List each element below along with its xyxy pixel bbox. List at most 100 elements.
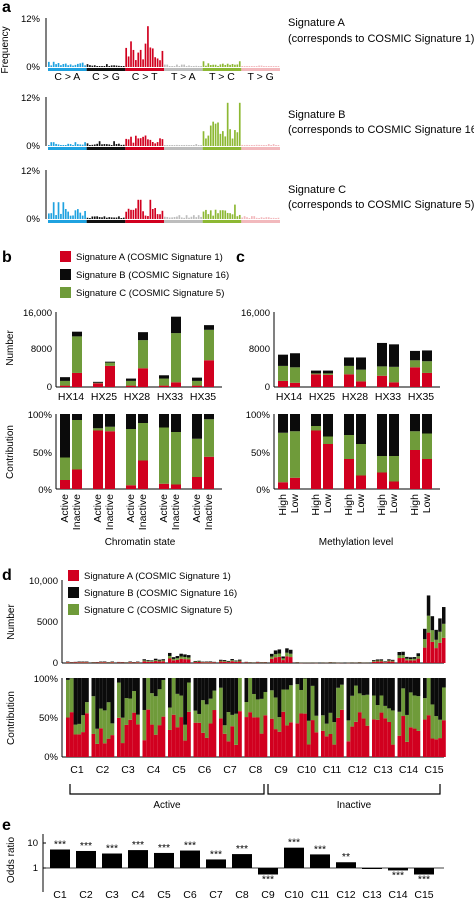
d-contrib-bar-7-4-2 bbox=[259, 678, 264, 699]
d-number-bar-6-3-0 bbox=[230, 661, 234, 663]
d-contrib-bar-6-2-0 bbox=[226, 741, 231, 757]
d-cluster-label-14: C15 bbox=[424, 764, 443, 776]
sig-bar-0-50 bbox=[168, 66, 171, 67]
mutation-strip-4 bbox=[202, 68, 242, 71]
b-number-tick-mid: 8000 bbox=[31, 344, 52, 355]
sig-bar-1-63 bbox=[200, 145, 202, 146]
sig-b-color-strip bbox=[48, 147, 280, 150]
d-contrib-bar-8-4-0 bbox=[285, 725, 289, 757]
d-number-bar-4-0-1 bbox=[168, 655, 172, 659]
d-contrib-bar-7-3-1 bbox=[255, 699, 260, 718]
sig-bar-2-16 bbox=[86, 217, 89, 219]
sig-bar-1-82 bbox=[246, 144, 248, 146]
d-contrib-bar-13-5-2 bbox=[416, 678, 421, 697]
d-contrib-bar-7-2-1 bbox=[252, 693, 256, 718]
d-number-bar-4-0-0 bbox=[168, 658, 172, 663]
d-contrib-bar-5-1-0 bbox=[197, 722, 202, 757]
d-contrib-bar-6-2-2 bbox=[226, 678, 231, 713]
sig-bar-0-35 bbox=[132, 49, 135, 67]
d-number-bar-8-1-0 bbox=[273, 657, 278, 663]
sig-bar-2-89 bbox=[263, 217, 265, 219]
sig-bar-1-77 bbox=[234, 130, 236, 146]
d-contrib-bar-7-2-2 bbox=[252, 678, 256, 694]
sig-bar-1-75 bbox=[229, 129, 231, 146]
sig-bar-2-84 bbox=[251, 216, 253, 219]
d-number-bar-4-3-1 bbox=[179, 656, 183, 659]
sig-bar-2-47 bbox=[161, 210, 164, 219]
c-number-bar-0-s0 bbox=[278, 380, 288, 387]
d-contrib-bar-12-4-0 bbox=[387, 722, 391, 757]
c-contribution-bars bbox=[278, 414, 432, 489]
b-number-bars bbox=[60, 316, 214, 387]
sig-bar-0-27 bbox=[113, 65, 115, 67]
c-number-bar-8-s1 bbox=[410, 360, 420, 368]
d-number-bar-13-5-2 bbox=[416, 653, 420, 657]
d-contrib-bar-2-0-1 bbox=[117, 682, 121, 718]
sig-bar-0-34 bbox=[130, 41, 132, 67]
sig-bar-0-84 bbox=[251, 66, 253, 67]
sig-bar-2-37 bbox=[137, 199, 140, 219]
d-contrib-bar-2-0-2 bbox=[117, 678, 121, 683]
d-contrib-bar-9-0-0 bbox=[295, 723, 300, 757]
sig-bar-2-41 bbox=[147, 216, 149, 219]
d-number-bar-14-4-2 bbox=[438, 618, 442, 632]
d-legend-swatch-sig-b bbox=[68, 587, 79, 598]
sig-bar-2-70 bbox=[217, 213, 219, 219]
e-tick-10: 10 bbox=[27, 838, 38, 849]
d-number-bar-14-3-2 bbox=[434, 629, 438, 640]
d-contrib-bar-10-3-1 bbox=[332, 722, 337, 745]
c-contrib-bar-9-s1 bbox=[422, 433, 432, 459]
b-contrib-tick-min: 0% bbox=[38, 485, 52, 496]
d-legend-swatch-sig-a bbox=[68, 570, 79, 581]
e-bar-7 bbox=[232, 854, 252, 868]
sig-bar-1-39 bbox=[142, 136, 144, 146]
d-contrib-bar-6-4-1 bbox=[234, 713, 238, 745]
sig-bar-2-15 bbox=[84, 210, 86, 219]
d-number-bar-3-5-1 bbox=[161, 660, 165, 662]
b-contrib-bar-1-s1 bbox=[72, 420, 82, 470]
d-contrib-bar-14-0-0 bbox=[423, 719, 427, 757]
d-number-bar-14-0-0 bbox=[423, 647, 427, 663]
c-contrib-bar-2-s2 bbox=[311, 414, 321, 426]
d-contrib-bar-5-0-2 bbox=[193, 678, 198, 711]
d-cluster-label-3: C4 bbox=[147, 764, 161, 776]
e-bar-8 bbox=[258, 868, 278, 875]
sig-bar-1-92 bbox=[270, 145, 273, 146]
b-number-bar-0-s1 bbox=[60, 380, 70, 386]
sig-bar-1-67 bbox=[209, 125, 212, 146]
b-number-bar-9-s2 bbox=[204, 325, 214, 330]
d-contrib-bar-13-5-1 bbox=[416, 696, 421, 731]
sig-bar-0-45 bbox=[156, 58, 159, 67]
d-number-bar-13-5-0 bbox=[416, 658, 420, 663]
c-sample-label-4: HX35 bbox=[408, 391, 434, 403]
sig-bar-2-29 bbox=[118, 216, 120, 219]
d-contrib-bar-0-5-1 bbox=[85, 702, 89, 714]
sig-bar-1-86 bbox=[255, 144, 258, 146]
d-contrib-bar-0-5-2 bbox=[85, 678, 89, 703]
c-number-bar-6-s2 bbox=[377, 342, 387, 367]
sig-a-bars bbox=[48, 26, 280, 67]
b-contrib-bar-4-s1 bbox=[126, 429, 136, 486]
d-contrib-bar-6-0-1 bbox=[219, 687, 223, 719]
d-contrib-bar-13-0-1 bbox=[397, 711, 402, 736]
mutation-strip-3 bbox=[164, 147, 203, 150]
sig-bar-1-17 bbox=[89, 145, 91, 146]
sig-bar-2-3 bbox=[55, 215, 57, 219]
d-number-bar-5-1-2 bbox=[197, 660, 201, 662]
b-contribution-bars bbox=[60, 414, 214, 489]
d-contrib-bar-14-5-1 bbox=[442, 687, 446, 721]
e-bar-5 bbox=[180, 850, 200, 868]
c-sample-label-1: HX25 bbox=[309, 391, 335, 403]
e-stars-3: *** bbox=[132, 839, 144, 851]
mutation-label-1: C > G bbox=[92, 71, 120, 83]
d-contrib-bar-2-5-2 bbox=[136, 678, 140, 715]
panel-d-number-ylabel: Number bbox=[6, 604, 17, 640]
d-contrib-bar-5-2-2 bbox=[201, 678, 205, 701]
d-contrib-bar-6-1-0 bbox=[222, 733, 227, 757]
sig-bar-0-14 bbox=[81, 62, 84, 67]
d-contrib-bar-3-2-2 bbox=[150, 678, 154, 694]
d-number-bar-4-4-1 bbox=[183, 656, 187, 660]
d-contrib-bar-12-5-1 bbox=[391, 710, 395, 745]
d-contrib-bar-6-1-2 bbox=[222, 678, 227, 726]
sig-bar-2-1 bbox=[50, 213, 53, 219]
